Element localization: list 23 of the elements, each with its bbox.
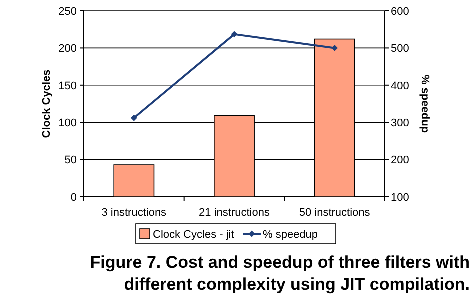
y-axis-title: Clock Cycles bbox=[41, 70, 53, 138]
y-tick-label: 100 bbox=[58, 117, 77, 130]
y2-axis-title: % speedup bbox=[419, 74, 431, 134]
y2-tick-label: 600 bbox=[391, 6, 410, 18]
point bbox=[231, 31, 238, 38]
y-tick-label: 150 bbox=[58, 80, 77, 92]
point bbox=[332, 45, 338, 52]
y-tick-label: 250 bbox=[58, 6, 77, 18]
y2-tick-label: 100 bbox=[391, 192, 410, 204]
legend-label: Clock Cycles - jit bbox=[153, 228, 234, 241]
x-tick-label: 50 instructions bbox=[299, 207, 371, 219]
y2-tick-label: 400 bbox=[391, 80, 410, 92]
y-tick-label: 0 bbox=[70, 192, 77, 204]
y2-tick-label: 500 bbox=[391, 43, 410, 56]
y-tick-label: 50 bbox=[64, 154, 77, 167]
x-tick-label: 21 instructions bbox=[199, 207, 270, 219]
point bbox=[130, 114, 138, 122]
x-tick-label: 3 instructions bbox=[102, 207, 168, 219]
caption: Figure 7. Cost and speedup of three filters with different complexity using JIT compilation. bbox=[89, 252, 470, 296]
y-tick-label: 200 bbox=[58, 43, 77, 56]
y2-tick-label: 300 bbox=[391, 117, 410, 130]
legend-label: % speedup bbox=[263, 228, 318, 241]
y2-tick-label: 200 bbox=[391, 154, 410, 167]
